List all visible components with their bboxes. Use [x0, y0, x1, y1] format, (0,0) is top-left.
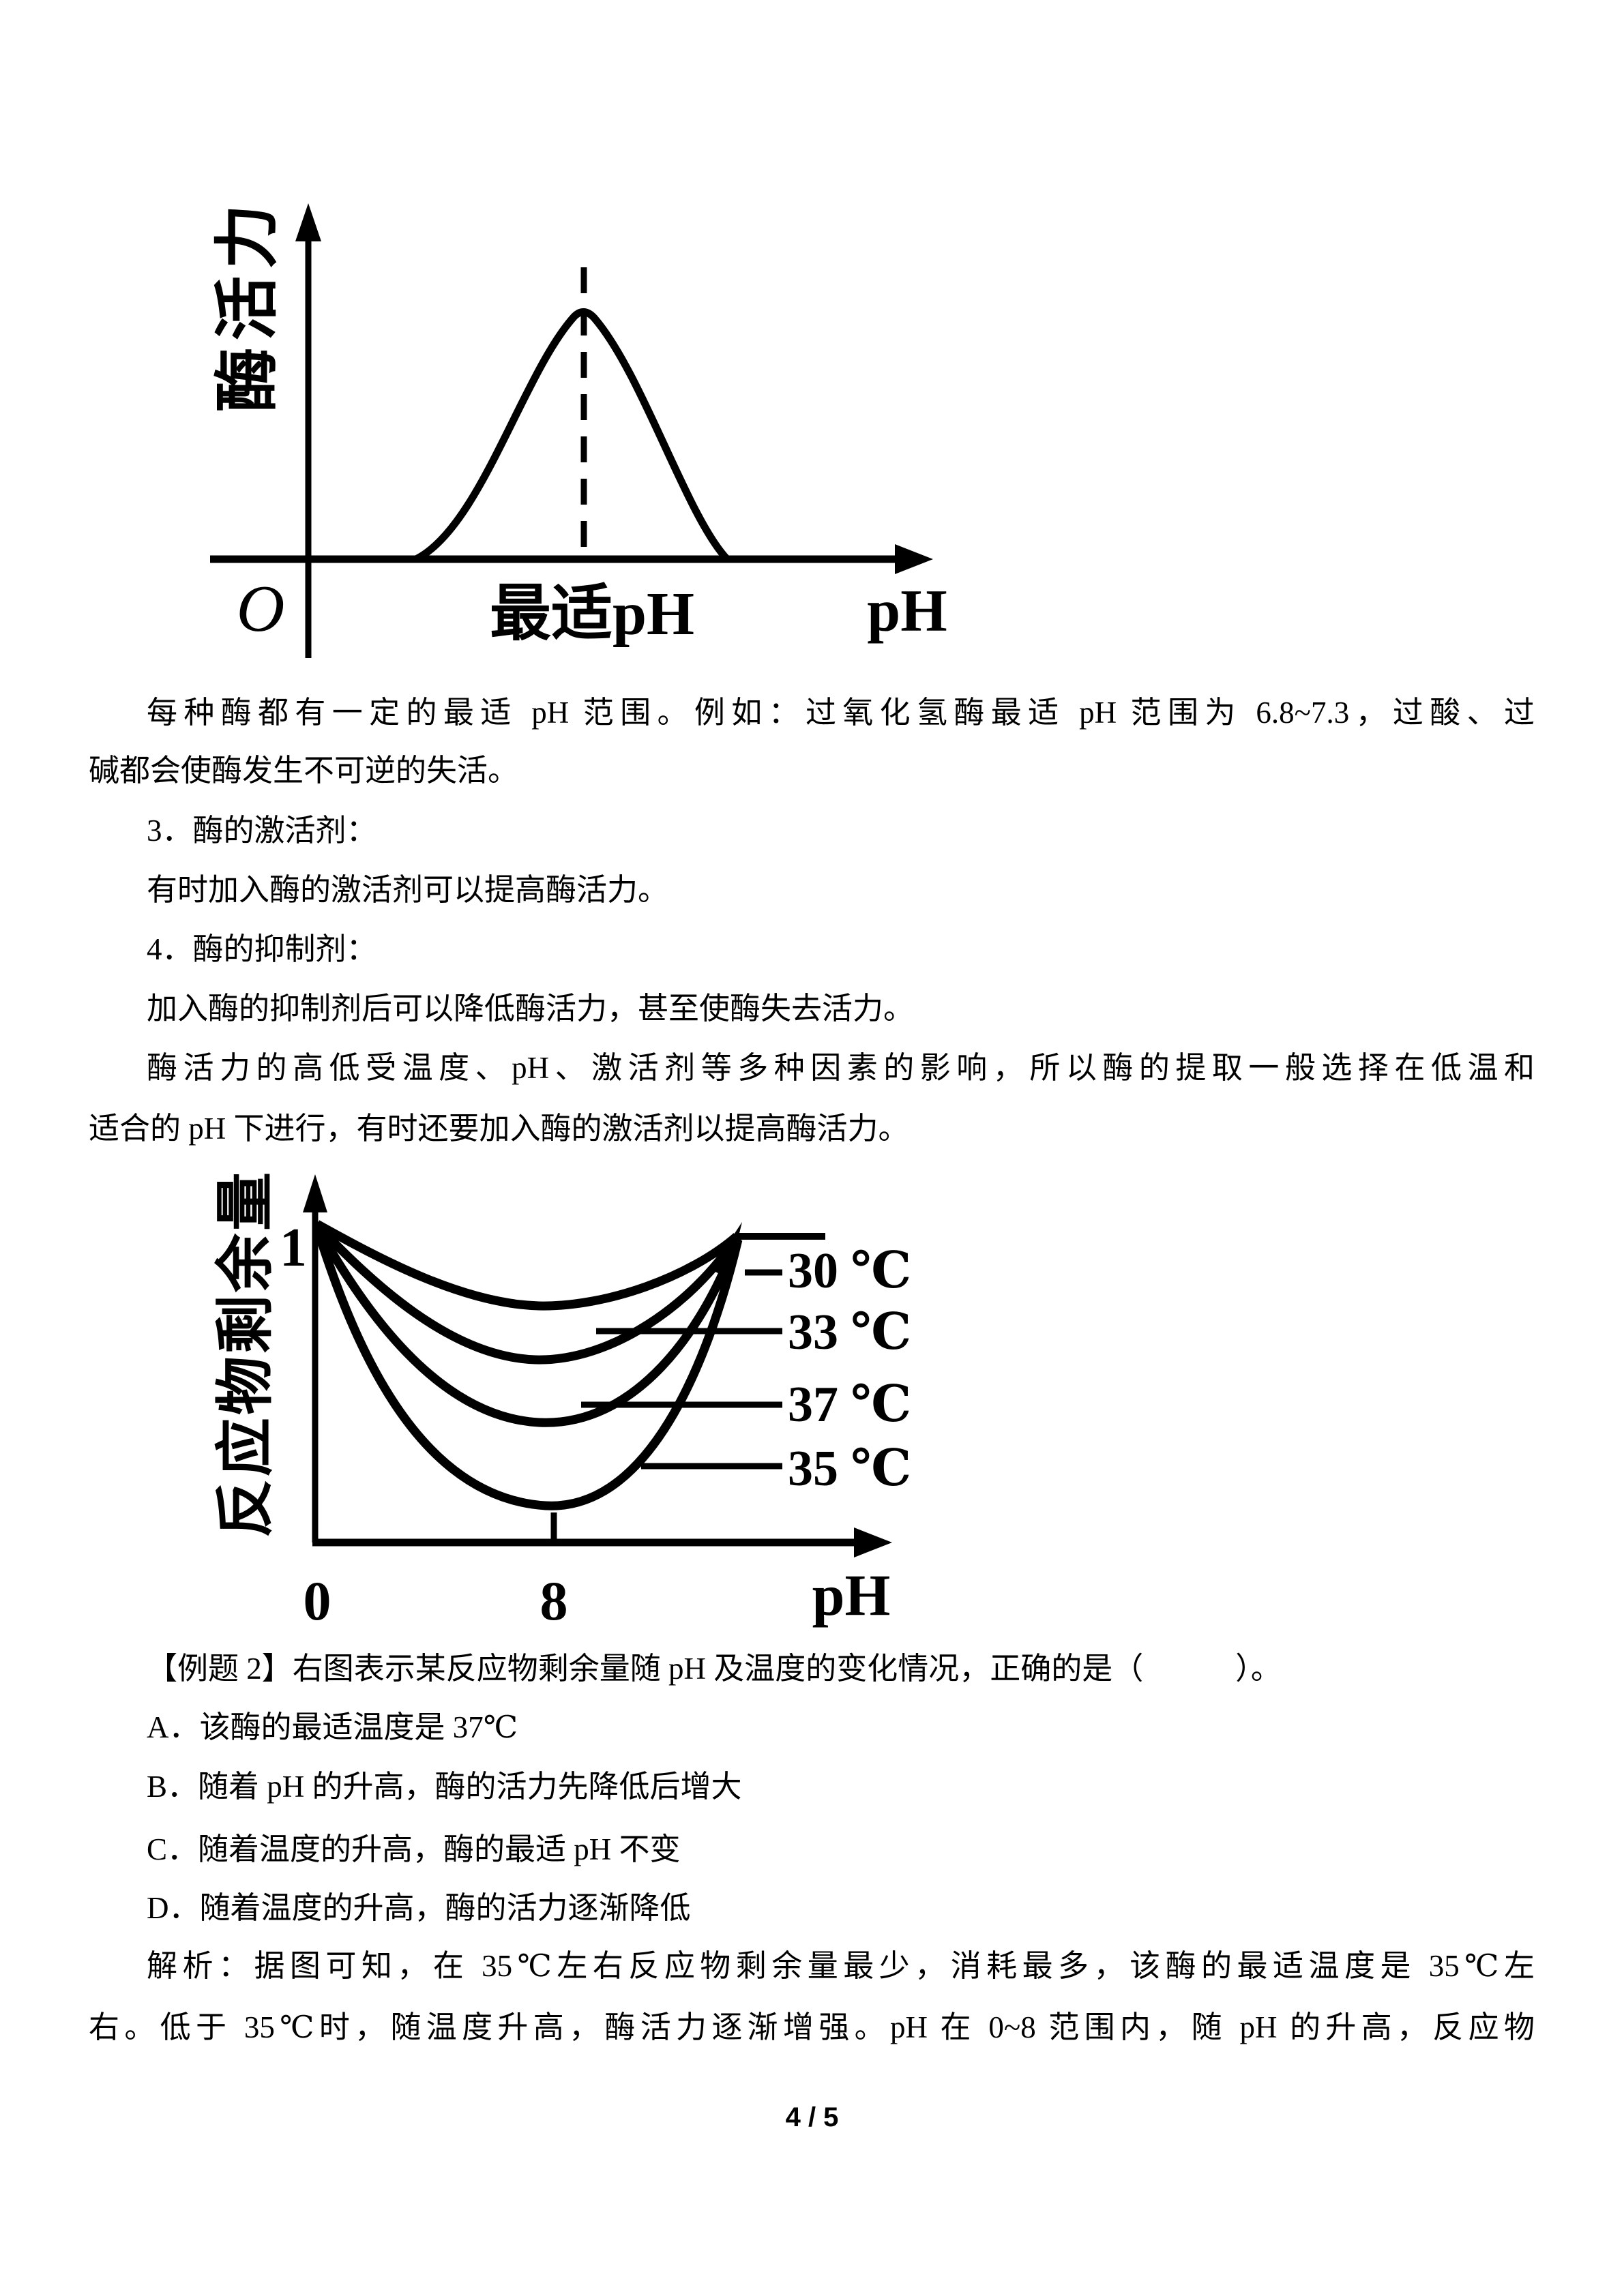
figure2-curve-33c [314, 1222, 741, 1365]
figure2-series-label-37c: 37 ℃ [788, 1377, 911, 1433]
figure2-x-axis-label: pH [812, 1562, 891, 1628]
text-line-13: D．随着温度的升高，酶的活力逐渐降低 [147, 1891, 691, 1925]
figure1-optimum-label: 最适pH [490, 580, 694, 648]
text-line-3: 3．酶的激活剂： [147, 814, 377, 848]
text-line-4: 有时加入酶的激活剂可以提高酶活力。 [147, 873, 669, 907]
figure2-y-axis-arrow [303, 1174, 327, 1212]
figure1-enzyme-activity-vs-ph: 酶活力 O 最适pH pH [210, 197, 947, 658]
text-line-11: B．随着 pH 的升高，酶的活力先降低后增大 [147, 1770, 742, 1804]
figure1-y-axis-label: 酶活力 [211, 197, 284, 412]
text-line-10: A．该酶的最适温度是 37℃ [147, 1710, 518, 1744]
text-line-6: 加入酶的抑制剂后可以降低酶活力，甚至使酶失去活力。 [147, 992, 915, 1026]
figure1-bell-curve [414, 308, 730, 563]
figure2-curve-35c [312, 1227, 743, 1510]
figure2-curve-30c [314, 1220, 740, 1311]
figure2-x-origin-label: 0 [304, 1570, 331, 1632]
text-line-8: 适合的 pH 下进行，有时还要加入酶的激活剂以提高酶活力。 [89, 1112, 909, 1146]
figure2-ymax-label: 1 [280, 1218, 307, 1278]
figure1-y-axis-arrow [295, 203, 321, 241]
figure2-curve-convergence-arrow [711, 1222, 742, 1278]
text-line-1: 每种酶都有一定的最适 pH 范围。例如：过氧化氢酶最适 pH 范围为 6.8~7… [147, 696, 1535, 730]
text-line-15: 右。低于 35℃时，随温度升高，酶活力逐渐增强。pH 在 0~8 范围内，随 p… [89, 2010, 1535, 2044]
figure2-y-axis-label: 反应物剩余量 [213, 1169, 278, 1538]
figure1-origin-label: O [237, 572, 285, 646]
text-line-2: 碱都会使酶发生不可逆的失活。 [89, 754, 519, 788]
text-line-5: 4．酶的抑制剂： [147, 932, 377, 966]
text-line-12: C．随着温度的升高，酶的最适 pH 不变 [147, 1832, 681, 1866]
text-line-14: 解析：据图可知，在 35℃左右反应物剩余量最少，消耗最多，该酶的最适温度是 35… [147, 1949, 1535, 1983]
figure2-ph8-label: 8 [540, 1570, 568, 1632]
figure1-x-axis-arrow [895, 544, 933, 574]
figure2-curve-37c [313, 1224, 742, 1427]
text-line-7: 酶活力的高低受温度、pH、激活剂等多种因素的影响，所以酶的提取一般选择在低温和 [147, 1051, 1535, 1085]
figure2-series-label-35c: 35 ℃ [788, 1441, 911, 1497]
text-line-9: 【例题 2】右图表示某反应物剩余量随 pH 及温度的变化情况，正确的是（ ）。 [147, 1652, 1282, 1686]
figure2-series-label-33c: 33 ℃ [788, 1304, 911, 1360]
figure2-series-label-30c: 30 ℃ [788, 1243, 911, 1299]
page-number: 4 / 5 [785, 2102, 839, 2132]
figure2-x-axis-arrow [854, 1527, 892, 1557]
figure2-substrate-remaining-vs-ph: 反应物剩余量 1 0 8 pH 30 ℃ 33 ℃ 37 ℃ 35 ℃ [213, 1169, 911, 1632]
figure1-x-axis-label: pH [867, 578, 947, 644]
